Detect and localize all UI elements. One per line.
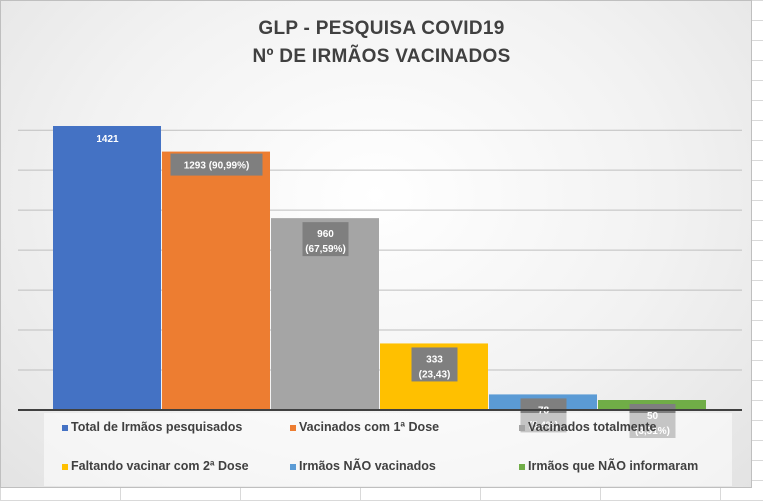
legend-label[interactable]: Vacinados com 1ª Dose [299, 420, 439, 434]
data-label-box [302, 222, 349, 257]
bar-total-de-irmaos-pesquisados[interactable] [53, 126, 161, 410]
data-label-box [170, 153, 263, 176]
data-label: 1293 (90,99%) [184, 161, 250, 172]
data-label: (23,43) [419, 369, 451, 380]
legend-swatch [290, 464, 296, 470]
legend-label[interactable]: Irmãos que NÃO informaram [528, 458, 698, 473]
data-label: 333 [426, 354, 443, 365]
data-label: 1421 [96, 134, 119, 145]
data-label: 960 [317, 229, 334, 240]
data-label-box [411, 347, 458, 382]
legend-label[interactable]: Irmãos NÃO vacinados [299, 458, 436, 473]
legend-swatch [290, 425, 296, 431]
legend-label[interactable]: Faltando vacinar com 2ª Dose [71, 459, 249, 473]
chart-title-line-2: Nº DE IRMÃOS VACINADOS [252, 46, 511, 67]
legend-swatch [519, 425, 525, 431]
bar-vacinados-com-1-dose[interactable] [162, 151, 270, 411]
data-label: (67,59%) [305, 244, 346, 255]
legend-label[interactable]: Total de Irmãos pesquisados [71, 420, 242, 434]
legend-swatch [62, 464, 68, 470]
legend [44, 413, 732, 486]
legend-swatch [519, 464, 525, 470]
legend-label[interactable]: Vacinados totalmente [528, 420, 657, 434]
legend-swatch [62, 425, 68, 431]
chart-title-line-1: GLP - PESQUISA COVID19 [258, 18, 505, 39]
